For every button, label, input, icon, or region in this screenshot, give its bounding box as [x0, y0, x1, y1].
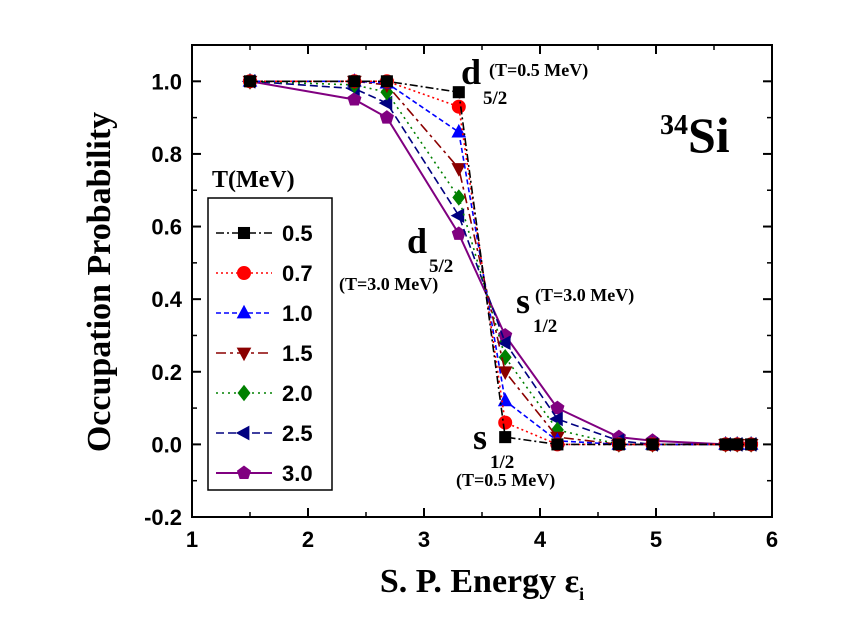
svg-text:5/2: 5/2 [429, 256, 453, 277]
data-point-T-2.5 [496, 335, 511, 351]
legend: 0.5 0.7 1.0 1.5 2.0 2.5 3.0 [216, 221, 313, 486]
legend-box [207, 197, 333, 491]
legend-item-T-0.7: 0.7 [216, 261, 313, 286]
svg-text:1/2: 1/2 [533, 316, 557, 337]
y-tick-label: 0.4 [151, 287, 182, 312]
x-tick-label: 5 [650, 527, 662, 552]
annotation-s12-t05: s 1/2 (T=0.5 MeV) [456, 417, 555, 491]
svg-text:(T=0.5 MeV): (T=0.5 MeV) [489, 60, 588, 81]
series-T-0.5 [243, 75, 758, 451]
series-line-T-2.0 [249, 80, 752, 446]
data-point-T-0.5 [348, 75, 361, 88]
legend-marker [235, 425, 250, 441]
legend-marker [236, 304, 252, 319]
data-point-T-2.5 [549, 411, 563, 427]
data-point-T-0.5 [551, 438, 564, 451]
nucleus-symbol: Si [688, 107, 730, 163]
y-axis-title: Occupation Probability [81, 112, 118, 452]
x-axis-title: S. P. Energy εi [380, 563, 584, 604]
y-tick-label: -0.2 [144, 505, 182, 530]
data-point-T-1.5 [497, 366, 513, 380]
data-point-T-0.7 [451, 99, 466, 114]
legend-label: 0.5 [282, 221, 313, 246]
data-point-T-3.0 [550, 400, 565, 415]
svg-text:s: s [516, 281, 530, 321]
svg-text:(T=3.0 MeV): (T=3.0 MeV) [339, 274, 438, 295]
data-point-T-0.5 [612, 438, 625, 451]
data-point-T-2.0 [452, 189, 466, 206]
svg-text:s: s [473, 417, 487, 457]
data-point-T-3.0 [379, 110, 394, 124]
data-point-T-0.5 [452, 86, 465, 99]
legend-label: 2.5 [282, 421, 313, 446]
y-tick-label: 0.8 [151, 142, 182, 167]
legend-label: 2.0 [282, 381, 313, 406]
svg-text:(T=3.0 MeV): (T=3.0 MeV) [535, 285, 634, 306]
legend-item-T-3.0: 3.0 [216, 461, 313, 486]
data-point-T-2.5 [378, 95, 393, 111]
y-tick-label: 1.0 [151, 69, 182, 94]
x-tick-label: 6 [766, 527, 778, 552]
annotation-d52-t30: d 5/2 (T=3.0 MeV) [339, 221, 453, 295]
data-point-T-3.0 [451, 226, 466, 240]
data-point-T-1.0 [497, 392, 513, 407]
data-point-T-1.5 [451, 163, 467, 177]
data-point-T-0.5 [731, 438, 744, 451]
nucleus-label: 34Si [660, 107, 730, 163]
legend-label: 1.0 [282, 301, 313, 326]
legend-marker [236, 465, 252, 480]
annotation-d52-t05: d 5/2 (T=0.5 MeV) [461, 52, 588, 109]
y-tick-label: 0.0 [151, 432, 182, 457]
data-point-T-0.5 [380, 75, 393, 88]
data-point-T-2.0 [498, 348, 512, 366]
x-axis-title-sub: i [579, 584, 584, 604]
svg-text:5/2: 5/2 [483, 88, 507, 109]
legend-marker [237, 384, 251, 402]
legend-marker [237, 266, 251, 280]
svg-text:1/2: 1/2 [490, 452, 514, 473]
data-point-T-0.5 [745, 438, 758, 451]
data-point-T-0.7 [498, 415, 513, 430]
svg-text:d: d [407, 221, 427, 261]
x-tick-label: 3 [418, 527, 430, 552]
legend-item-T-1.0: 1.0 [216, 301, 313, 326]
legend-marker [237, 226, 251, 240]
axes: 1 2 3 4 5 6-0.20.00.20.40.60.81.0 [144, 44, 778, 552]
legend-item-T-2.5: 2.5 [216, 421, 313, 446]
y-tick-label: 0.2 [151, 360, 182, 385]
x-axis-title-main: S. P. Energy ε [380, 563, 579, 600]
series-layer [241, 73, 759, 453]
x-tick-label: 4 [534, 527, 547, 552]
legend-label: 0.7 [282, 261, 313, 286]
data-point-T-3.0 [347, 92, 362, 106]
legend-title: T(MeV) [212, 167, 295, 193]
x-tick-label: 2 [302, 527, 314, 552]
data-point-T-0.5 [719, 438, 732, 451]
x-tick-label: 1 [186, 527, 198, 552]
svg-text:(T=0.5 MeV): (T=0.5 MeV) [456, 470, 555, 491]
svg-text:d: d [461, 52, 481, 92]
legend-label: 1.5 [282, 341, 313, 366]
legend-item-T-2.0: 2.0 [216, 381, 313, 406]
data-point-T-2.5 [450, 208, 465, 223]
legend-item-T-1.5: 1.5 [216, 341, 313, 366]
nucleus-mass: 34 [660, 110, 688, 141]
legend-label: 3.0 [282, 461, 313, 486]
data-point-T-0.5 [646, 438, 659, 451]
data-point-T-0.5 [243, 75, 257, 88]
annotation-s12-t30: s 1/2 (T=3.0 MeV) [516, 281, 634, 337]
legend-item-T-0.5: 0.5 [216, 221, 313, 246]
legend-marker [236, 347, 252, 362]
y-tick-label: 0.6 [151, 215, 182, 240]
data-point-T-0.5 [499, 431, 512, 444]
